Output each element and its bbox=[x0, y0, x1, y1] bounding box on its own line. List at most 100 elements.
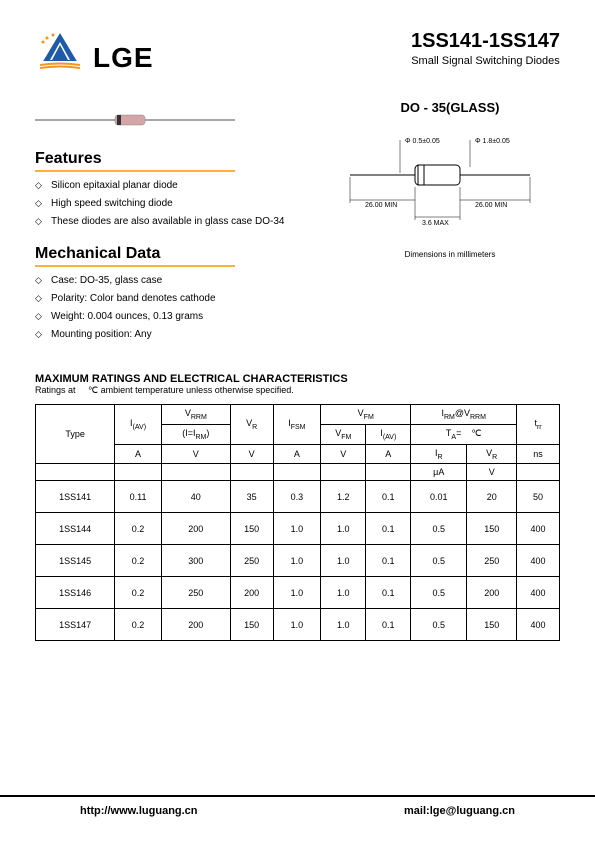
table-cell: 1.0 bbox=[273, 577, 321, 609]
table-cell: 0.5 bbox=[411, 545, 467, 577]
table-cell: 150 bbox=[230, 609, 273, 641]
table-cell: 250 bbox=[467, 545, 517, 577]
th-type: Type bbox=[36, 405, 115, 464]
table-cell: 0.1 bbox=[366, 545, 411, 577]
table-cell: 1SS147 bbox=[36, 609, 115, 641]
unit-a: A bbox=[273, 444, 321, 464]
features-title: Features bbox=[35, 150, 235, 172]
mechanical-title: Mechanical Data bbox=[35, 245, 235, 267]
th-iav: I(AV) bbox=[115, 405, 162, 445]
table-cell: 0.1 bbox=[366, 577, 411, 609]
table-row: 1SS1470.22001501.01.00.10.5150400 bbox=[36, 609, 560, 641]
table-cell: 400 bbox=[517, 513, 560, 545]
footer-email: mail:lge@luguang.cn bbox=[404, 805, 515, 817]
table-cell: 400 bbox=[517, 545, 560, 577]
table-cell: 0.2 bbox=[115, 545, 162, 577]
table-cell: 1SS141 bbox=[36, 481, 115, 513]
table-cell: 1.0 bbox=[273, 513, 321, 545]
table-cell: 0.5 bbox=[411, 513, 467, 545]
mechanical-item: Polarity: Color band denotes cathode bbox=[35, 293, 320, 304]
ratings-title: MAXIMUM RATINGS AND ELECTRICAL CHARACTER… bbox=[35, 373, 560, 385]
table-row: 1SS1460.22502001.01.00.10.5200400 bbox=[36, 577, 560, 609]
th-trr: trr bbox=[517, 405, 560, 445]
th-iav2: I(AV) bbox=[366, 424, 411, 444]
th-ir: IR bbox=[411, 444, 467, 464]
table-cell: 400 bbox=[517, 609, 560, 641]
table-cell: 1.0 bbox=[321, 513, 366, 545]
table-cell: 300 bbox=[161, 545, 230, 577]
table-cell: 400 bbox=[517, 577, 560, 609]
table-cell: 250 bbox=[161, 577, 230, 609]
th-vr: VR bbox=[230, 405, 273, 445]
table-cell: 200 bbox=[161, 609, 230, 641]
unit-v: V bbox=[161, 444, 230, 464]
ratings-subtitle: Ratings at ℃ ambient temperature unless … bbox=[35, 385, 560, 396]
table-cell: 0.1 bbox=[366, 513, 411, 545]
table-cell: 0.5 bbox=[411, 577, 467, 609]
logo-icon bbox=[35, 30, 85, 85]
diagram-caption: Dimensions in millimeters bbox=[340, 250, 560, 259]
feature-item: High speed switching diode bbox=[35, 198, 320, 209]
page-subtitle: Small Signal Switching Diodes bbox=[411, 55, 560, 67]
table-cell: 1SS144 bbox=[36, 513, 115, 545]
th-ifsm: IFSM bbox=[273, 405, 321, 445]
table-cell: 150 bbox=[230, 513, 273, 545]
title-area: 1SS141-1SS147 Small Signal Switching Dio… bbox=[411, 30, 560, 67]
package-diagram: Φ 0.5±0.05 Φ 1.8±0.05 26.00 MIN 26.00 MI… bbox=[340, 125, 560, 240]
unit-ua: μA bbox=[411, 464, 467, 481]
table-row: 1SS1410.1140350.31.20.10.012050 bbox=[36, 481, 560, 513]
th-vfm2: VFM bbox=[321, 424, 366, 444]
unit-v: V bbox=[467, 464, 517, 481]
mechanical-item: Case: DO-35, glass case bbox=[35, 275, 320, 286]
table-cell: 35 bbox=[230, 481, 273, 513]
table-cell: 0.1 bbox=[366, 609, 411, 641]
th-vrrm-note: (I=IRM) bbox=[161, 424, 230, 444]
features-list: Silicon epitaxial planar diode High spee… bbox=[35, 180, 320, 227]
table-cell: 200 bbox=[230, 577, 273, 609]
logo: LGE bbox=[35, 30, 154, 85]
dim-lead-len: 26.00 MIN bbox=[365, 202, 397, 209]
unit-a: A bbox=[366, 444, 411, 464]
dim-body: Φ 1.8±0.05 bbox=[475, 138, 510, 145]
page-title: 1SS141-1SS147 bbox=[411, 30, 560, 53]
table-cell: 50 bbox=[517, 481, 560, 513]
unit-ns: ns bbox=[517, 444, 560, 464]
table-cell: 150 bbox=[467, 609, 517, 641]
table-cell: 1.0 bbox=[273, 609, 321, 641]
unit-a: A bbox=[115, 444, 162, 464]
table-cell: 0.2 bbox=[115, 577, 162, 609]
ratings-table: Type I(AV) VRRM VR IFSM VFM IRM@VRRM trr… bbox=[35, 404, 560, 641]
table-cell: 1.2 bbox=[321, 481, 366, 513]
table-cell: 1.0 bbox=[273, 545, 321, 577]
table-cell: 0.2 bbox=[115, 513, 162, 545]
th-irm: IRM@VRRM bbox=[411, 405, 517, 425]
table-cell: 0.3 bbox=[273, 481, 321, 513]
footer: http://www.luguang.cn mail:lge@luguang.c… bbox=[0, 795, 595, 817]
header: LGE 1SS141-1SS147 Small Signal Switching… bbox=[35, 30, 560, 85]
table-cell: 0.2 bbox=[115, 609, 162, 641]
table-cell: 0.5 bbox=[411, 609, 467, 641]
package-label: DO - 35(GLASS) bbox=[340, 100, 560, 115]
table-cell: 1.0 bbox=[321, 609, 366, 641]
table-cell: 200 bbox=[467, 577, 517, 609]
logo-text: LGE bbox=[93, 42, 154, 74]
footer-url: http://www.luguang.cn bbox=[80, 805, 198, 817]
table-cell: 250 bbox=[230, 545, 273, 577]
table-cell: 0.1 bbox=[366, 481, 411, 513]
table-cell: 1SS145 bbox=[36, 545, 115, 577]
feature-item: These diodes are also available in glass… bbox=[35, 216, 320, 227]
table-cell: 20 bbox=[467, 481, 517, 513]
table-cell: 1.0 bbox=[321, 577, 366, 609]
feature-item: Silicon epitaxial planar diode bbox=[35, 180, 320, 191]
table-row: 1SS1440.22001501.01.00.10.5150400 bbox=[36, 513, 560, 545]
table-cell: 0.11 bbox=[115, 481, 162, 513]
table-cell: 40 bbox=[161, 481, 230, 513]
component-image bbox=[35, 110, 320, 135]
unit-v: V bbox=[230, 444, 273, 464]
mechanical-item: Mounting position: Any bbox=[35, 329, 320, 340]
table-cell: 0.01 bbox=[411, 481, 467, 513]
th-vrrm: VRRM bbox=[161, 405, 230, 425]
dim-body-len: 3.6 MAX bbox=[422, 220, 449, 227]
table-row: 1SS1450.23002501.01.00.10.5250400 bbox=[36, 545, 560, 577]
mechanical-list: Case: DO-35, glass case Polarity: Color … bbox=[35, 275, 320, 340]
